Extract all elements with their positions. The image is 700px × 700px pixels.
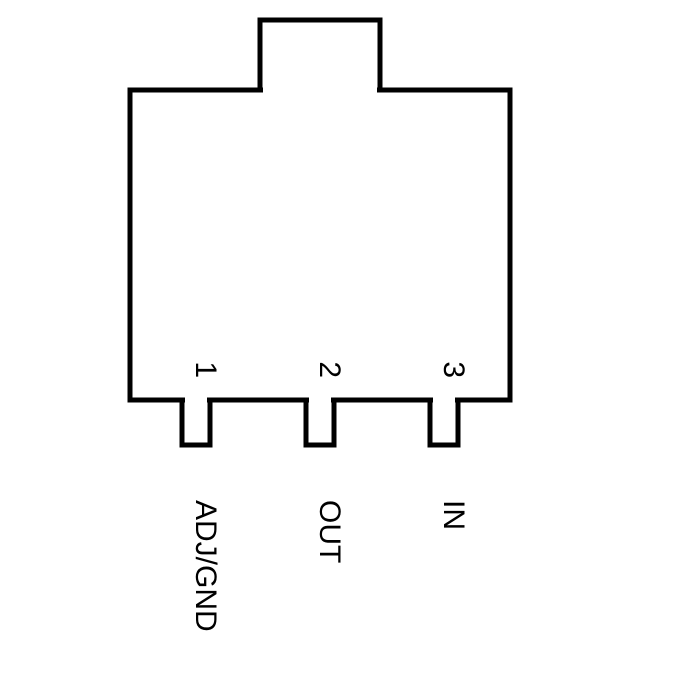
pinout-diagram: 1 2 3 ADJ/GND OUT IN xyxy=(0,0,700,700)
pin-3-number: 3 xyxy=(437,361,470,378)
pin-2 xyxy=(306,400,334,445)
pin-1-number: 1 xyxy=(189,361,222,378)
ic-body xyxy=(130,90,510,400)
pin-3-label: IN xyxy=(437,500,470,530)
pin-1-label: ADJ/GND xyxy=(189,500,222,632)
pin-1 xyxy=(182,400,210,445)
pin-2-number: 2 xyxy=(313,361,346,378)
pin-3 xyxy=(430,400,458,445)
pin-2-label: OUT xyxy=(313,500,346,563)
ic-tab xyxy=(260,20,380,90)
